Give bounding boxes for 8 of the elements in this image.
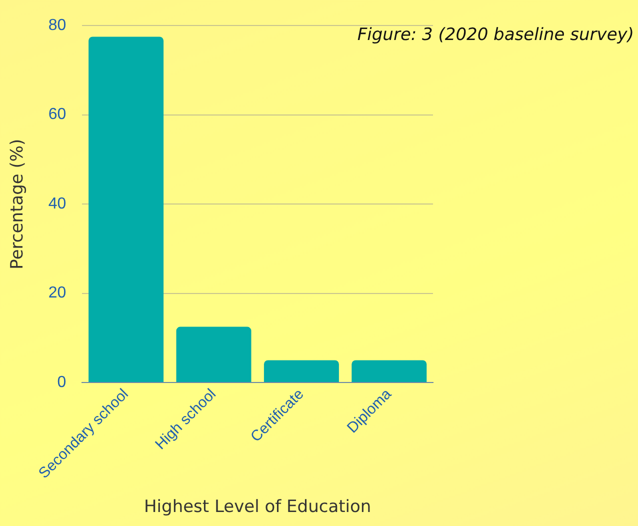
y-tick-label: 80	[48, 17, 66, 34]
y-tick-label: 20	[48, 284, 66, 302]
y-tick-label: 60	[48, 106, 66, 124]
y-tick-label: 40	[48, 195, 66, 212]
y-tick-label: 0	[57, 374, 66, 391]
y-axis-title: Percentage (%)	[8, 138, 28, 270]
x-axis-title: Highest Level of Education	[144, 497, 372, 518]
annotation: Figure: 3 (2020 baseline survey)	[357, 24, 634, 45]
